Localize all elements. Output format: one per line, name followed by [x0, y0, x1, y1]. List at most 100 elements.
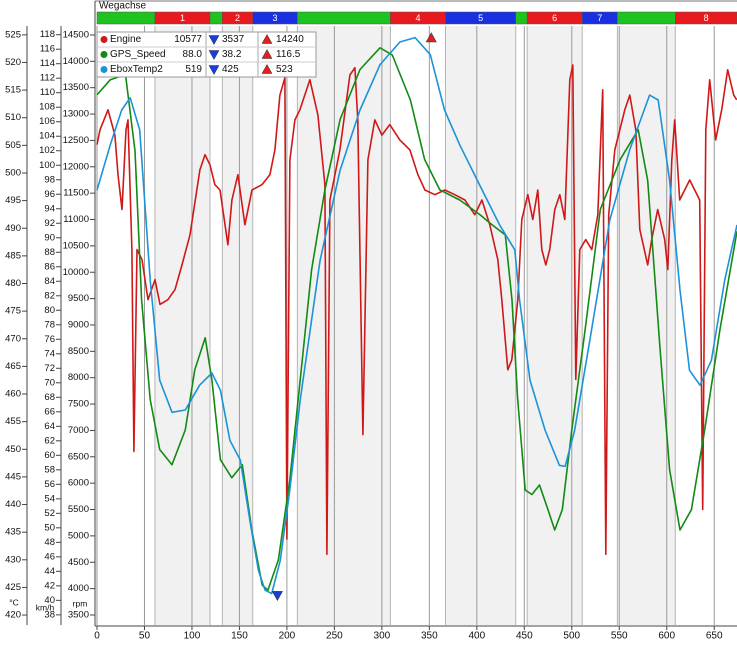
y-tick-label: 102	[39, 145, 55, 156]
legend-max: 523	[276, 64, 293, 75]
x-tick-label: 250	[326, 631, 343, 642]
axis-unit-label: km/h	[36, 602, 55, 612]
y-tick-label: 92	[44, 218, 55, 229]
y-tick-label: 8000	[68, 372, 89, 383]
y-tick-label: 430	[5, 554, 21, 565]
y-tick-label: 86	[44, 261, 55, 272]
segment-label: 3	[273, 13, 278, 23]
y-tick-label: 7000	[68, 425, 89, 436]
y-tick-label: 5000	[68, 530, 89, 541]
x-tick-label: 300	[374, 631, 391, 642]
y-tick-label: 80	[44, 305, 55, 316]
y-tick-label: 520	[5, 57, 21, 68]
y-tick-label: 7500	[68, 399, 89, 410]
y-tick-label: 84	[44, 276, 55, 287]
y-tick-label: 40	[44, 595, 55, 606]
y-tick-label: 46	[44, 551, 55, 562]
legend-min-icon	[208, 50, 220, 61]
y-tick-label: 420	[5, 610, 21, 621]
y-tick-label: 112	[40, 73, 55, 84]
y-tick-label: 78	[44, 319, 55, 330]
legend-current: 519	[185, 64, 202, 75]
series-line	[96, 47, 737, 591]
segment-bar: 1 2 3 4 5 6 7 8	[96, 11, 737, 25]
y-tick-label: 50	[44, 522, 55, 533]
x-tick-label: 150	[231, 631, 248, 642]
legend-dot	[100, 66, 108, 73]
y-tick-label: 4500	[68, 557, 89, 568]
y-tick-label: 58	[44, 464, 55, 475]
y-tick-label: 3500	[68, 609, 89, 620]
segment-band	[222, 26, 253, 625]
legend-min-icon	[208, 35, 220, 46]
y-tick-label: 60	[44, 450, 55, 461]
y-tick-label: 48	[44, 537, 55, 548]
y-tick-label: 8500	[68, 346, 89, 357]
y-tick-label: 6500	[68, 451, 89, 462]
y-tick-label: 104	[39, 131, 55, 142]
y-tick-label: 54	[44, 493, 55, 504]
y-tick-label: 11500	[63, 188, 89, 199]
y-tick-label: 505	[5, 140, 21, 151]
x-tick-label: 400	[468, 631, 485, 642]
y-tick-label: 98	[44, 174, 55, 185]
x-tick-label: 450	[516, 631, 533, 642]
x-tick-label: 550	[611, 631, 628, 642]
y-tick-label: 495	[5, 195, 21, 206]
y-tick-label: 74	[44, 348, 55, 359]
y-tick-label: 116	[40, 44, 55, 55]
series-lines	[96, 36, 737, 595]
y-tick-label: 14500	[63, 29, 89, 40]
legend-min-icon	[208, 65, 220, 76]
legend: Engine 10577 3537 14240 GPS_Speed 88.0 38.2 116…	[96, 31, 317, 78]
y-tick-label: 5500	[68, 504, 89, 515]
legend-dot	[100, 36, 108, 43]
legend-current: 88.0	[183, 49, 203, 60]
y-tick-label: 455	[5, 416, 21, 427]
y-tick-label: 475	[5, 306, 21, 317]
min-marker	[271, 591, 283, 602]
segment-band	[154, 26, 210, 625]
max-marker	[425, 32, 437, 43]
y-tick-label: 14000	[63, 56, 89, 67]
y-tick-label: 42	[44, 580, 55, 591]
y-tick-label: 110	[40, 87, 55, 98]
y-tick-label: 6000	[68, 478, 89, 489]
y-tick-label: 445	[5, 471, 21, 482]
y-tick-label: 76	[44, 334, 55, 345]
y-tick-label: 64	[44, 421, 55, 432]
axis-unit-label: rpm	[73, 598, 88, 608]
y-tick-label: 515	[5, 85, 21, 96]
x-tick-label: 650	[706, 631, 723, 642]
segment	[515, 11, 528, 25]
legend-max-icon	[261, 33, 273, 44]
y-tick-label: 82	[44, 290, 55, 301]
y-tick-label: 56	[44, 479, 55, 490]
y-tick-label: 4000	[68, 583, 89, 594]
legend-max-icon	[261, 63, 273, 74]
y-tick-label: 94	[44, 203, 55, 214]
segment	[96, 11, 156, 25]
segment-band	[445, 26, 516, 625]
y-tick-label: 470	[5, 333, 21, 344]
legend-dot	[100, 51, 108, 58]
legend-max-icon	[261, 48, 273, 59]
y-tick-label: 66	[44, 406, 55, 417]
y-tick-label: 70	[44, 377, 55, 388]
legend-min: 3537	[222, 34, 245, 45]
segment-label: 1	[180, 13, 185, 23]
x-axis: 0 50 100 150 200 250 300 350 400 450 500 550 600 650	[94, 625, 737, 642]
x-tick-label: 200	[279, 631, 296, 642]
y-tick-label: 68	[44, 392, 55, 403]
y-tick-label: 44	[44, 566, 55, 577]
legend-name: GPS_Speed	[110, 49, 166, 60]
y-tick-label: 62	[44, 435, 55, 446]
legend-current: 10577	[174, 34, 202, 45]
segment-label: 4	[415, 13, 420, 23]
legend-name: EboxTemp2	[110, 64, 163, 75]
y-tick-label: 440	[5, 499, 21, 510]
y-tick-label: 72	[44, 363, 55, 374]
y-tick-label: 450	[5, 444, 21, 455]
segment-label: 5	[478, 13, 483, 23]
y-tick-label: 485	[5, 250, 21, 261]
